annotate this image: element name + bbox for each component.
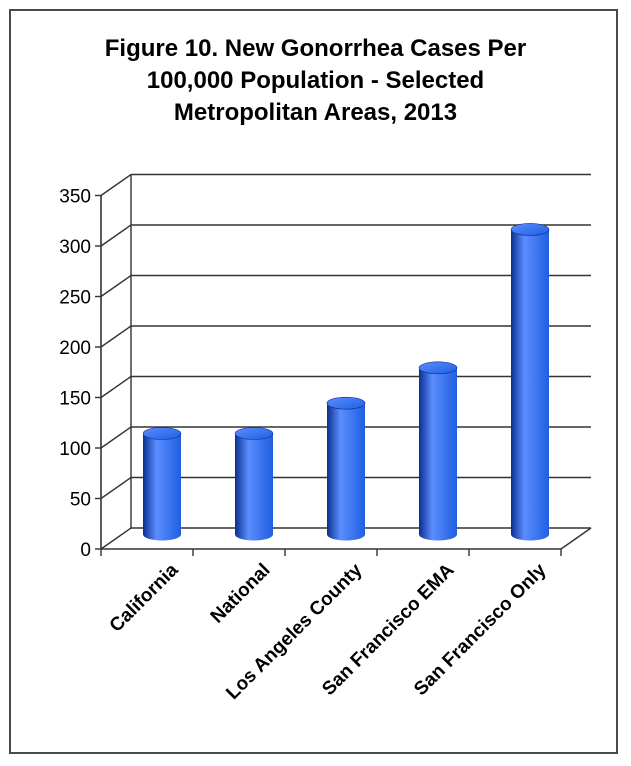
bar-cap bbox=[326, 396, 366, 410]
chart-title-line-2: 100,000 Population - Selected bbox=[146, 67, 485, 94]
gridline-depth bbox=[100, 527, 132, 550]
y-tick-label: 350 bbox=[59, 187, 91, 208]
gridline-depth bbox=[100, 426, 132, 449]
bar-cap bbox=[418, 361, 458, 375]
bar-body bbox=[419, 367, 457, 541]
y-tick-label: 150 bbox=[59, 389, 91, 410]
x-category-label: California bbox=[106, 559, 183, 636]
floor-right-edge bbox=[560, 527, 592, 550]
chart-title-line-1: Figure 10. New Gonorrhea Cases Per bbox=[104, 35, 527, 62]
gridline-depth bbox=[100, 224, 132, 247]
bar-body bbox=[511, 229, 549, 541]
bar-body bbox=[143, 433, 181, 541]
y-tick-label: 50 bbox=[70, 490, 91, 511]
bars bbox=[142, 223, 550, 541]
chart-title: Figure 10. New Gonorrhea Cases Per 100,0… bbox=[20, 33, 611, 129]
gridline-depth bbox=[100, 274, 132, 298]
bar bbox=[234, 427, 274, 541]
bar-body bbox=[327, 403, 365, 541]
bar bbox=[418, 361, 458, 541]
y-tick-label: 200 bbox=[59, 338, 91, 359]
bar-cap bbox=[142, 427, 182, 440]
y-tick-label: 300 bbox=[59, 237, 91, 258]
gridline-depth bbox=[100, 325, 132, 348]
bar bbox=[326, 396, 366, 541]
x-category-label: National bbox=[207, 560, 275, 628]
y-tick-label: 250 bbox=[59, 288, 91, 309]
axes bbox=[95, 174, 592, 556]
gridline-depth bbox=[100, 375, 132, 399]
chart-title-line-3: Metropolitan Areas, 2013 bbox=[173, 99, 458, 126]
bar-cap bbox=[234, 427, 274, 440]
y-tick-label: 100 bbox=[59, 439, 91, 460]
y-axis-ticks: 0 50 100 150 200 250 300 350 bbox=[59, 187, 91, 562]
bar bbox=[142, 427, 182, 541]
gridline-depth bbox=[100, 476, 132, 500]
bar-cap bbox=[510, 223, 550, 236]
gridline-depth bbox=[100, 173, 132, 197]
y-tick-label: 0 bbox=[80, 540, 91, 561]
bar-body bbox=[235, 433, 273, 541]
bar bbox=[510, 223, 550, 541]
